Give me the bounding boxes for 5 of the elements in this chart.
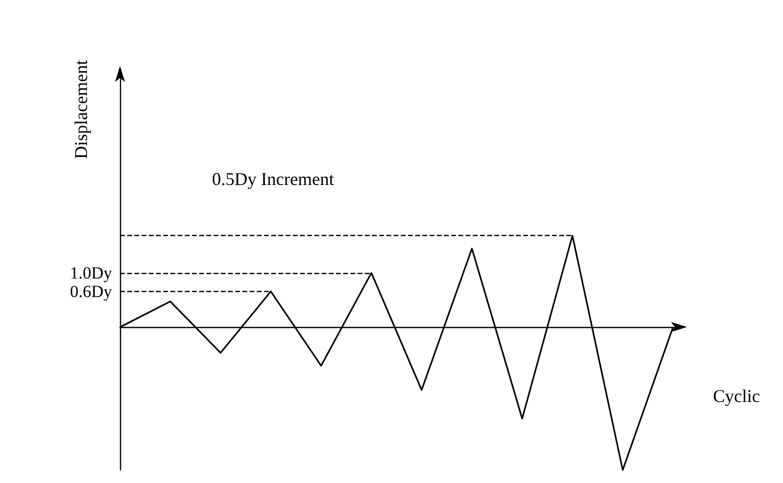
y-axis-title: Displacement [71,60,91,159]
text: 0.5Dy Increment [212,169,334,189]
ref-line-label: 1.0Dy [70,263,112,282]
x-axis-title: Cyclic [713,386,760,406]
ref-line-label: 0.6Dy [70,282,112,301]
